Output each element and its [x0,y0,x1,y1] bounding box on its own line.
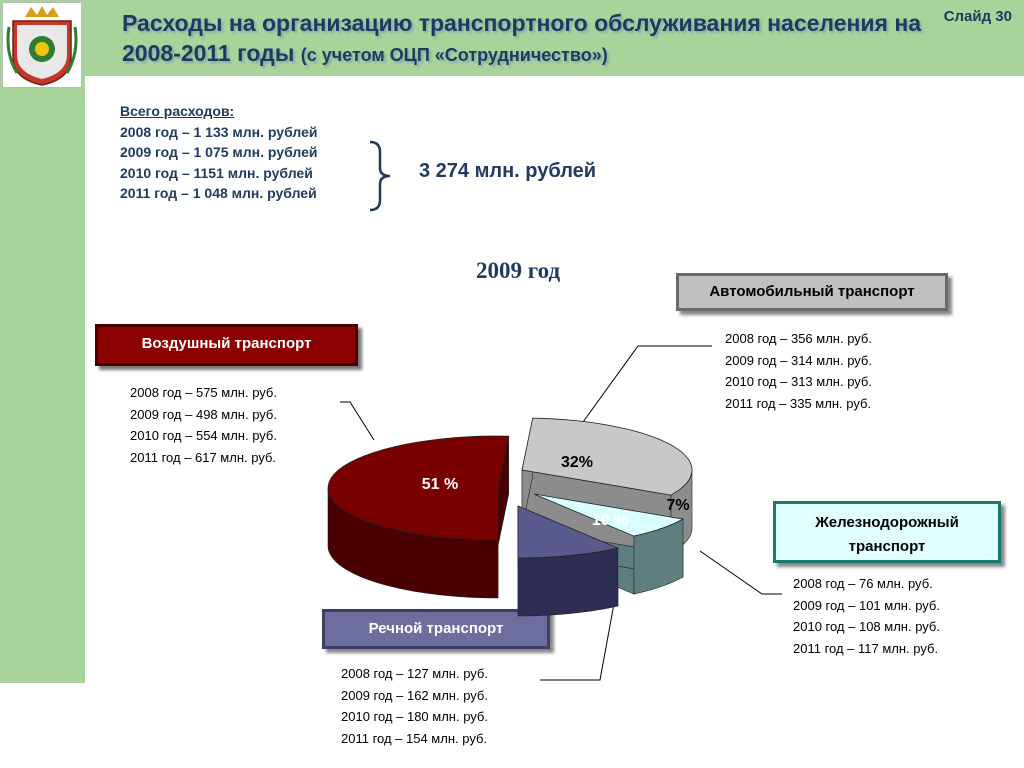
rail-transport-label-line1: Железнодорожный [815,514,959,531]
chart-title: 2009 год [476,258,561,283]
auto-transport-label: Автомобильный транспорт [676,273,948,311]
river-transport-label-text: Речной транспорт [368,620,504,637]
river-value-2009: 2009 год – 162 млн. руб. [341,687,488,703]
pie-slice-label: 51 % [422,476,458,493]
totals-line-2011: 2011 год – 1 048 млн. рублей [120,185,317,201]
air-value-2011: 2011 год – 617 млн. руб. [130,449,277,465]
auto-transport-label-text: Автомобильный транспорт [709,283,915,300]
totals-heading: Всего расходов: [120,103,235,119]
grand-total: 3 274 млн. рублей [419,160,597,182]
totals-line-2010: 2010 год – 1151 млн. рублей [120,164,313,181]
river-value-2011: 2011 год – 154 млн. руб. [341,730,488,746]
auto-value-2011: 2011 год – 335 млн. руб. [725,395,872,411]
leader-lines [340,345,782,681]
pie-slice-0 [327,435,510,541]
pie-slice-label: 32% [561,454,593,471]
pie-slice-1 [521,417,693,496]
totals-line-2009: 2009 год – 1 075 млн. рублей [120,144,318,160]
slide-number: Слайд 30 [943,8,1012,25]
air-value-2009: 2009 год – 498 млн. руб. [130,406,277,422]
pie-slice-label: 10 % [592,512,628,529]
air-transport-label: Воздушный транспорт [95,324,358,366]
rail-transport-label-line2: транспорт [848,538,926,555]
totals-block: Всего расходов: 2008 год – 1 133 млн. ру… [120,101,317,204]
left-sidebar-band [0,0,85,683]
pie-slice-2 [533,493,685,537]
air-leader-line [340,401,375,441]
river-value-2008: 2008 год – 127 млн. руб. [341,666,488,681]
coat-of-arms-icon [2,2,82,88]
pie-slice-3 [517,505,620,559]
rail-leader-line [699,550,782,595]
rail-value-2010: 2010 год – 108 млн. руб. [793,619,940,634]
slide-title: Расходы на организацию транспортного обс… [122,8,922,70]
air-value-2010: 2010 год – 554 млн. руб. [130,428,277,443]
river-transport-label: Речной транспорт [322,609,550,649]
curly-brace-icon [369,140,391,212]
river-transport-values: 2008 год – 127 млн. руб. 2009 год – 162 … [341,663,488,749]
auto-value-2009: 2009 год – 314 млн. руб. [725,352,872,368]
air-value-2008: 2008 год – 575 млн. руб. [130,385,277,400]
air-transport-label-text: Воздушный транспорт [141,335,312,352]
slide-title-sub: (с учетом ОЦП «Сотрудничество») [300,45,608,65]
totals-line-2008: 2008 год – 1 133 млн. рублей [120,123,318,140]
air-transport-values: 2008 год – 575 млн. руб. 2009 год – 498 … [130,382,277,468]
slide-title-main: Расходы на организацию транспортного обс… [122,10,922,66]
rail-transport-label: Железнодорожный транспорт [773,501,1001,563]
auto-value-2010: 2010 год – 313 млн. руб. [725,374,872,389]
rail-value-2009: 2009 год – 101 млн. руб. [793,597,940,613]
rail-value-2008: 2008 год – 76 млн. руб. [793,576,933,591]
pie-slice-side [517,547,619,617]
auto-leader-line [569,345,712,441]
river-value-2010: 2010 год – 180 млн. руб. [341,709,488,724]
rail-transport-values: 2008 год – 76 млн. руб. 2009 год – 101 м… [793,573,940,659]
top-header-band [85,0,1024,76]
auto-value-2008: 2008 год – 356 млн. руб. [725,331,872,346]
rail-value-2011: 2011 год – 117 млн. руб. [793,640,939,656]
auto-transport-values: 2008 год – 356 млн. руб. 2009 год – 314 … [725,328,872,414]
pie-slice-label: 7% [666,497,689,514]
